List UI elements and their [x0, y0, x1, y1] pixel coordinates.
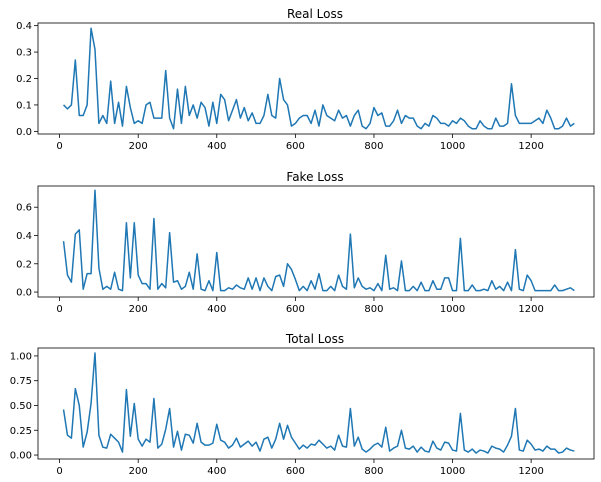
real-loss-x-tick-label: 800	[364, 141, 383, 152]
total-loss-y-tick-label: 0.00	[10, 451, 32, 462]
fake-loss-x-tick-label: 600	[286, 304, 305, 315]
total-loss-x-tick-label: 200	[129, 466, 148, 477]
total-loss-title: Total Loss	[285, 332, 344, 346]
real-loss-x-ticks: 0 200 400 600 800 1000 1200	[56, 134, 544, 152]
total-loss-y-tick-label: 1.00	[10, 351, 32, 362]
real-loss-x-tick-label: 400	[207, 141, 226, 152]
fake-loss-x-tick-label: 1200	[518, 304, 543, 315]
fake-loss-y-ticks: 0.0 0.2 0.4 0.6	[16, 203, 38, 299]
total-loss-x-tick-label: 0	[56, 466, 62, 477]
real-loss-x-tick-label: 1000	[440, 141, 465, 152]
real-loss-y-tick-label: 0.3	[16, 48, 32, 59]
fake-loss-axes-frame	[37, 185, 595, 298]
real-loss-y-tick-label: 0.4	[16, 21, 32, 32]
fake-loss-x-tick-label: 800	[364, 304, 383, 315]
total-loss-x-tick-label: 1200	[518, 466, 543, 477]
fake-loss-x-tick-label: 1000	[440, 304, 465, 315]
fake-loss-y-tick-label: 0.4	[16, 231, 32, 242]
real-loss-x-tick-label: 1200	[518, 141, 543, 152]
real-loss-line	[63, 27, 575, 130]
fake-loss-x-ticks: 0 200 400 600 800 1000 1200	[56, 297, 544, 315]
real-loss-x-tick-label: 200	[129, 141, 148, 152]
fake-loss-line	[62, 189, 575, 292]
real-loss-x-tick-label: 0	[56, 141, 62, 152]
real-loss-title: Real Loss	[287, 7, 343, 21]
fake-loss-panel: Fake Loss 0 200 400 600 800 1000 1200 0.00.20.…	[16, 170, 595, 315]
total-loss-x-ticks: 0 200 400 600 800 1000 1200	[56, 459, 544, 477]
total-loss-line	[62, 352, 575, 454]
real-loss-panel: Real Loss 0 200 400 600 800 1000 1200 0.00.10.…	[16, 7, 595, 152]
real-loss-y-tick-label: 0.0	[16, 127, 32, 138]
total-loss-x-tick-label: 600	[286, 466, 305, 477]
total-loss-panel: Total Loss 0 200 400 600 800 1000 1200 0.00 0.2…	[10, 332, 595, 477]
fake-loss-x-tick-label: 200	[129, 304, 148, 315]
total-loss-y-tick-label: 0.25	[10, 426, 32, 437]
total-loss-x-tick-label: 400	[207, 466, 226, 477]
fake-loss-title: Fake Loss	[286, 170, 343, 184]
fake-loss-y-tick-label: 0.6	[16, 203, 32, 214]
total-loss-x-tick-label: 800	[364, 466, 383, 477]
real-loss-y-tick-label: 0.2	[16, 74, 32, 85]
total-loss-y-tick-label: 0.50	[10, 401, 32, 412]
total-loss-y-ticks: 0.00 0.25 0.50 0.75 1.00	[10, 351, 38, 462]
total-loss-y-tick-label: 0.75	[10, 376, 32, 387]
real-loss-y-ticks: 0.0 0.1 0.2 0.3 0.4	[16, 21, 38, 138]
fake-loss-x-tick-label: 400	[207, 304, 226, 315]
total-loss-x-tick-label: 1000	[440, 466, 465, 477]
fake-loss-y-tick-label: 0.0	[16, 288, 32, 299]
real-loss-x-tick-label: 600	[286, 141, 305, 152]
fake-loss-x-tick-label: 0	[56, 304, 62, 315]
real-loss-y-tick-label: 0.1	[16, 100, 32, 111]
fake-loss-y-tick-label: 0.2	[16, 259, 32, 270]
total-loss-axes-frame	[37, 347, 595, 460]
